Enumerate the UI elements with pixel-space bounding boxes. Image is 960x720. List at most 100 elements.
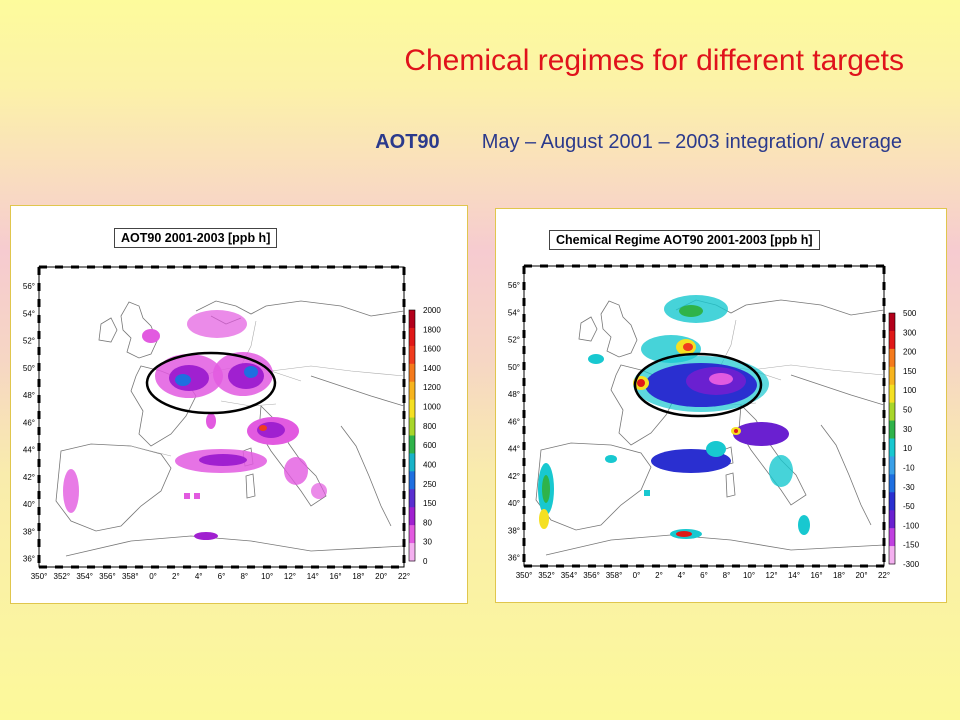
right-frame-ticks (522, 264, 886, 568)
lon-tick-label: 16° (330, 572, 342, 581)
colorbar-label: 100 (903, 386, 917, 395)
lat-tick-label: 44° (508, 445, 520, 454)
lat-tick-label: 38° (23, 527, 35, 536)
colorbar-swatch (889, 384, 895, 404)
lon-tick-label: 18° (833, 571, 845, 580)
colorbar-label: 200 (903, 348, 917, 357)
lon-tick-label: 20° (855, 571, 867, 580)
lon-tick-label: 4° (195, 572, 203, 581)
slide-subtitle: AOT90 May – August 2001 – 2003 integratio… (375, 131, 902, 154)
left-map-svg: 56°54°52°50°48°46°44°42°40°38°36° 350° 35… (23, 265, 441, 581)
colorbar-swatch (889, 366, 895, 386)
lon-tick-label: 0° (149, 572, 157, 581)
colorbar-label: 150 (903, 367, 917, 376)
lat-tick-label: 40° (23, 500, 35, 509)
colorbar-swatch (889, 510, 895, 529)
colorbar-label: 1600 (423, 345, 441, 354)
lon-tick-label: 2° (172, 572, 180, 581)
subtitle-text: May – August 2001 – 2003 integration/ av… (481, 131, 902, 153)
lon-tick-label: 356° (99, 572, 116, 581)
right-lat-labels: 56° 54° 52° 50° 48° 46° 44° 42° 40° 38° 36° (508, 281, 520, 563)
right-highlight-ellipse (633, 352, 763, 418)
colorbar-label: 0 (423, 557, 428, 566)
right-coastlines (535, 299, 884, 556)
lat-tick-label: 54° (508, 308, 520, 317)
lon-tick-label: 358° (606, 571, 623, 580)
lon-tick-label: 350° (31, 572, 48, 581)
lon-tick-label: 352° (538, 571, 555, 580)
right-map-panel: 56° 54° 52° 50° 48° 46° 44° 42° 40° 38° 36° 350° 35… (495, 208, 947, 603)
lon-tick-label: 20° (375, 572, 387, 581)
colorbar-swatch (889, 546, 895, 565)
colorbar-label: 150 (423, 499, 437, 508)
lon-tick-label: 350° (516, 571, 533, 580)
lat-tick-label: 52° (508, 336, 520, 345)
lon-tick-label: 16° (810, 571, 822, 580)
lat-tick-label: 50° (23, 364, 35, 373)
colorbar-swatch (889, 438, 895, 457)
colorbar-label: 250 (423, 480, 437, 489)
left-map-panel: 56° 54° 52° 50° 48° 46° 44° 42° 40° 38° 36° 350° 35… (10, 205, 468, 604)
colorbar-swatch (889, 492, 895, 511)
lon-tick-label: 14° (788, 571, 800, 580)
colorbar-swatch (409, 471, 415, 490)
colorbar-swatch (889, 313, 895, 332)
lon-tick-label: 354° (561, 571, 578, 580)
lat-tick-label: 54° (23, 309, 35, 318)
colorbar-outline (408, 309, 416, 562)
colorbar-label: 1000 (423, 403, 441, 412)
right-field (538, 295, 810, 539)
subtitle-label: AOT90 (375, 131, 440, 153)
colorbar-swatch (409, 327, 415, 347)
left-field (63, 310, 327, 540)
colorbar-label: 800 (423, 422, 437, 431)
lat-tick-label: 38° (508, 526, 520, 535)
lat-tick-label: 46° (508, 417, 520, 426)
colorbar-label: -30 (903, 483, 915, 492)
lon-tick-label: 22° (878, 571, 890, 580)
lon-tick-label: 6° (218, 572, 226, 581)
lat-tick-label: 50° (508, 363, 520, 372)
colorbar-swatch (409, 399, 415, 419)
lon-tick-label: 22° (398, 572, 410, 581)
lon-tick-label: 8° (723, 571, 731, 580)
lon-tick-label: 358° (122, 572, 139, 581)
lat-tick-label: 44° (23, 446, 35, 455)
lat-tick-label: 56° (508, 281, 520, 290)
lon-tick-label: 12° (284, 572, 296, 581)
lon-tick-label: 354° (76, 572, 93, 581)
colorbar-label: -10 (903, 463, 915, 472)
colorbar-swatch (889, 474, 895, 493)
colorbar-swatch (409, 453, 415, 472)
left-highlight-ellipse (145, 351, 277, 415)
lat-tick-label: 36° (508, 554, 520, 563)
left-frame-ticks (37, 265, 406, 569)
lat-tick-label: 46° (23, 418, 35, 427)
colorbar-label: 300 (903, 328, 917, 337)
lon-tick-label: 10° (261, 572, 273, 581)
lat-tick-label: 36° (23, 555, 35, 564)
colorbar-swatch (409, 363, 415, 383)
colorbar-outline (888, 312, 896, 565)
left-lat-labels: 56° 54° 52° 50° 48° 46° 44° 42° 40° 38° 36° (23, 282, 35, 564)
colorbar-swatch (409, 310, 415, 329)
colorbar-swatch (409, 543, 415, 562)
colorbar-swatch (889, 330, 895, 350)
colorbar-label: 2000 (423, 306, 441, 315)
colorbar-label: 400 (423, 460, 437, 469)
lon-tick-label: 14° (307, 572, 319, 581)
colorbar-swatch (409, 435, 415, 454)
colorbar-label: 1400 (423, 364, 441, 373)
right-plot-title: Chemical Regime AOT90 2001-2003 [ppb h] (549, 230, 820, 250)
colorbar-swatch (889, 348, 895, 368)
lat-tick-label: 52° (23, 337, 35, 346)
lat-tick-label: 42° (508, 472, 520, 481)
lat-tick-label: 48° (508, 390, 520, 399)
colorbar-label: 600 (423, 441, 437, 450)
colorbar-swatch (409, 489, 415, 508)
colorbar-label: -150 (903, 541, 920, 550)
colorbar-swatch (409, 417, 415, 436)
lon-tick-label: 352° (54, 572, 71, 581)
colorbar-label: -100 (903, 521, 920, 530)
lon-tick-label: 18° (352, 572, 364, 581)
